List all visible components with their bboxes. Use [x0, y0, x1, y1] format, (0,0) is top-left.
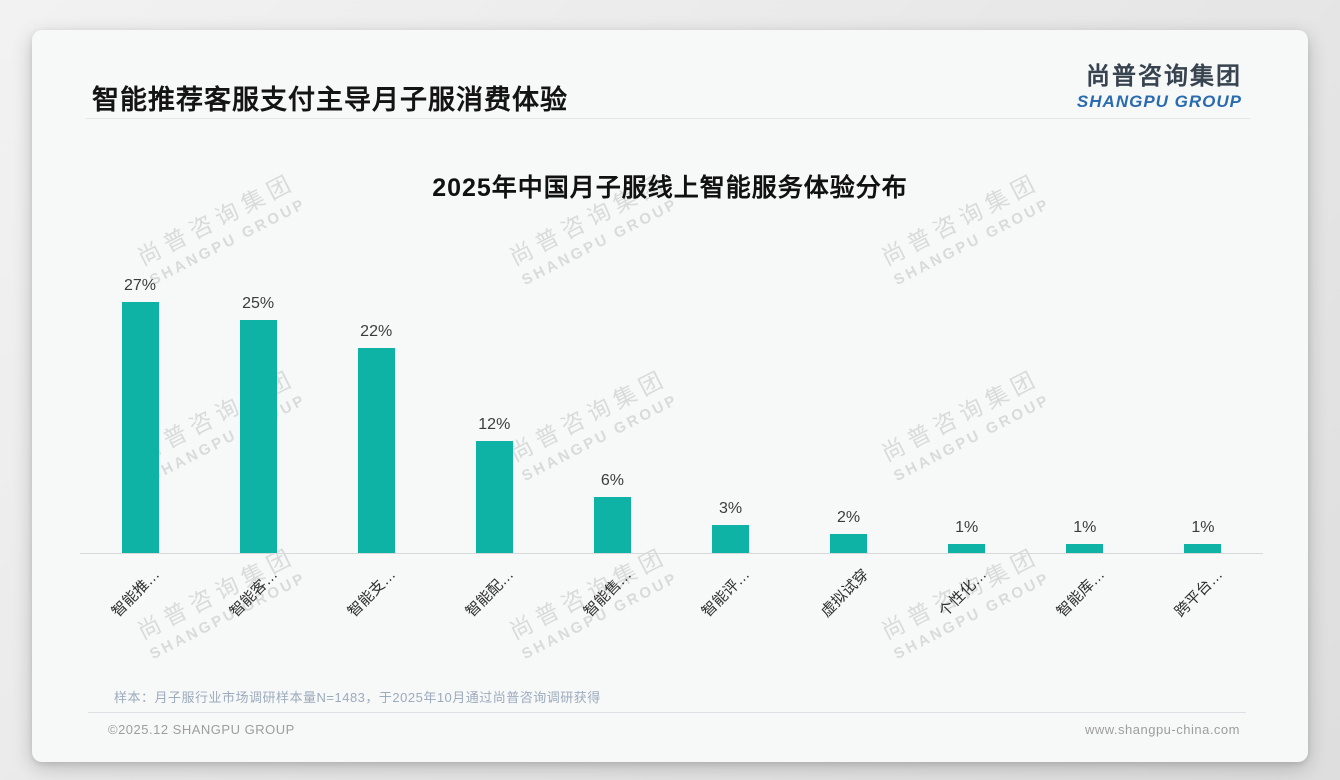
bar-跨平台… [1184, 544, 1222, 553]
footer-website: www.shangpu-china.com [1084, 722, 1240, 737]
x-axis-label: 个性化… [935, 566, 990, 621]
chart-title: 2025年中国月子服线上智能服务体验分布 [432, 174, 908, 202]
company-logo: 尚普咨询集团 SHANGPU GROUP [1077, 56, 1242, 112]
bar-value-label: 22% [360, 323, 393, 340]
bar-虚拟试穿 [830, 534, 868, 553]
slide-card: 尚普咨询集团 SHANGPU GROUP 尚普咨询集团 SHANGPU GROUP 尚普… [32, 30, 1308, 762]
bar-value-label: 12% [478, 416, 511, 433]
x-axis-label: 智能售… [581, 566, 636, 621]
x-axis-label: 智能库… [1053, 566, 1108, 621]
bar-value-label: 6% [600, 472, 624, 489]
bar-value-label: 1% [1073, 519, 1097, 536]
footer-divider [88, 712, 1246, 713]
bar-value-label: 27% [123, 277, 157, 294]
title-divider [86, 118, 1250, 119]
bar-智能支… [357, 348, 395, 553]
bar-value-label: 3% [718, 500, 743, 517]
x-axis-label: 跨平台… [1171, 566, 1227, 621]
bar-智能配… [475, 441, 513, 553]
bar-智能推… [121, 302, 159, 553]
logo-english-text: SHANGPU GROUP [1076, 92, 1242, 111]
bar-value-label: 2% [837, 509, 861, 526]
bar-智能售… [593, 497, 631, 553]
bar-value-label: 1% [1191, 519, 1215, 536]
x-axis-line [80, 553, 1263, 554]
x-axis-label: 智能支… [344, 566, 400, 621]
sample-note: 样本：月子服行业市场调研样本量N=1483，于2025年10月通过尚普咨询调研获… [114, 690, 601, 705]
bar-chart: 27% 智能推… 25% 智能客… 22% 智能支… 12% 智能配… 6% 智能售… 3% 智能评…… [32, 30, 1308, 762]
x-axis-label: 虚拟试穿 [817, 566, 872, 621]
bar-value-label: 25% [242, 295, 275, 312]
bar-个性化… [948, 544, 986, 553]
x-axis-label: 智能推… [108, 566, 164, 621]
x-axis-label: 智能配… [462, 566, 518, 621]
logo-chinese-text: 尚普咨询集团 [1086, 63, 1242, 90]
bar-智能库… [1066, 544, 1104, 553]
x-axis-label: 智能评… [699, 566, 754, 621]
footer-copyright: ©2025.12 SHANGPU GROUP [108, 722, 295, 737]
bar-智能客… [239, 320, 277, 553]
bar-智能评… [712, 525, 749, 553]
bar-value-label: 1% [955, 519, 979, 536]
page-title: 智能推荐客服支付主导月子服消费体验 [92, 85, 568, 115]
x-axis-label: 智能客… [226, 566, 282, 621]
